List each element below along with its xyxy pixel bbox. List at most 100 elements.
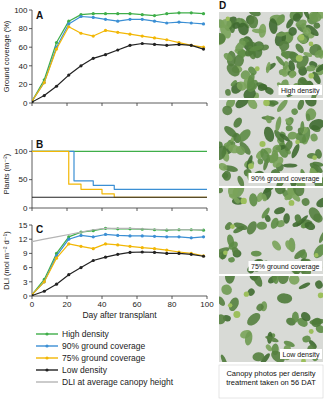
point	[141, 13, 144, 16]
y-tick	[29, 253, 32, 254]
point	[79, 245, 82, 248]
leaf	[228, 257, 236, 263]
x-tick	[172, 103, 173, 106]
photo	[219, 12, 323, 98]
y-tick	[29, 65, 32, 66]
leaf	[233, 221, 249, 232]
y-tick-label: 100	[14, 6, 28, 15]
x-axis-title: Day after transplant	[82, 310, 157, 320]
y-tick	[29, 296, 32, 297]
leaf	[272, 276, 280, 284]
y-axis-title: DLI (mol m⁻² d⁻¹)	[2, 231, 11, 290]
y-tick	[29, 84, 32, 85]
legend-marker	[45, 368, 48, 371]
leaf	[284, 117, 292, 125]
fruit	[295, 140, 300, 145]
panel-label: D	[219, 0, 226, 11]
leaf	[299, 310, 312, 323]
leaf	[306, 205, 323, 224]
y-tick	[29, 47, 32, 48]
leaf	[313, 22, 321, 30]
leaf	[246, 100, 259, 111]
leaf	[284, 239, 296, 252]
x-tick	[207, 208, 208, 211]
panel-0: 020406080100AGround coverage (%)	[2, 6, 207, 108]
y-tick-label: 0	[23, 204, 28, 213]
leaf	[269, 217, 280, 230]
fruit	[263, 100, 270, 106]
leaf	[277, 276, 290, 285]
leaf	[303, 220, 316, 231]
point	[104, 256, 107, 259]
y-tick-label: 12	[19, 235, 28, 244]
leaf	[261, 188, 273, 201]
y-tick	[29, 225, 32, 226]
point	[190, 11, 193, 14]
leaf	[227, 240, 239, 252]
leaf	[252, 28, 266, 33]
x-axis	[32, 208, 207, 209]
legend-marker	[45, 332, 48, 335]
fruit	[223, 250, 228, 255]
legend-swatch	[36, 345, 58, 346]
point	[202, 12, 205, 15]
fruit	[244, 292, 249, 297]
leaf	[292, 312, 299, 323]
series-line	[32, 234, 204, 294]
series-line	[32, 244, 204, 295]
leaf	[219, 161, 229, 172]
x-tick-label: 0	[30, 300, 35, 309]
point	[92, 235, 95, 238]
leaf	[225, 276, 236, 284]
point	[165, 12, 168, 15]
point	[116, 48, 119, 51]
legend: High density90% ground coverage75% groun…	[36, 329, 174, 387]
leaf	[219, 282, 234, 297]
point	[43, 280, 46, 283]
point	[104, 233, 107, 236]
fruit	[226, 16, 230, 20]
leaf	[305, 113, 310, 121]
point	[153, 14, 156, 17]
point	[116, 20, 119, 23]
leaf	[245, 311, 263, 328]
leaf	[264, 335, 279, 344]
point	[55, 85, 58, 88]
fruit	[248, 163, 254, 169]
leaf	[244, 331, 253, 346]
x-tick	[32, 103, 33, 106]
point	[177, 252, 180, 255]
point	[104, 29, 107, 32]
y-axis-title: Ground coverage (%)	[2, 20, 11, 92]
leaf	[257, 83, 267, 91]
point	[141, 42, 144, 45]
plot-area	[32, 151, 207, 197]
point	[202, 254, 205, 257]
series-line	[32, 151, 207, 197]
leaf	[222, 51, 234, 62]
x-tick	[172, 208, 173, 211]
fruit	[228, 303, 232, 307]
leaf	[302, 335, 312, 344]
leaf	[230, 79, 238, 87]
point	[79, 32, 82, 35]
point	[92, 34, 95, 37]
legend-swatch	[36, 357, 58, 358]
x-tick	[137, 296, 138, 299]
leaf	[236, 127, 253, 144]
leaf	[277, 293, 293, 304]
point	[153, 36, 156, 39]
x-tick	[207, 296, 208, 299]
y-tick	[29, 239, 32, 240]
leaf	[264, 114, 273, 124]
leaf	[268, 18, 278, 35]
point	[67, 22, 70, 25]
leaf	[292, 12, 302, 23]
point	[116, 31, 119, 34]
point	[153, 43, 156, 46]
point	[104, 242, 107, 245]
leaf	[219, 295, 227, 307]
point	[165, 44, 168, 47]
point	[153, 235, 156, 238]
series-line	[32, 228, 204, 241]
